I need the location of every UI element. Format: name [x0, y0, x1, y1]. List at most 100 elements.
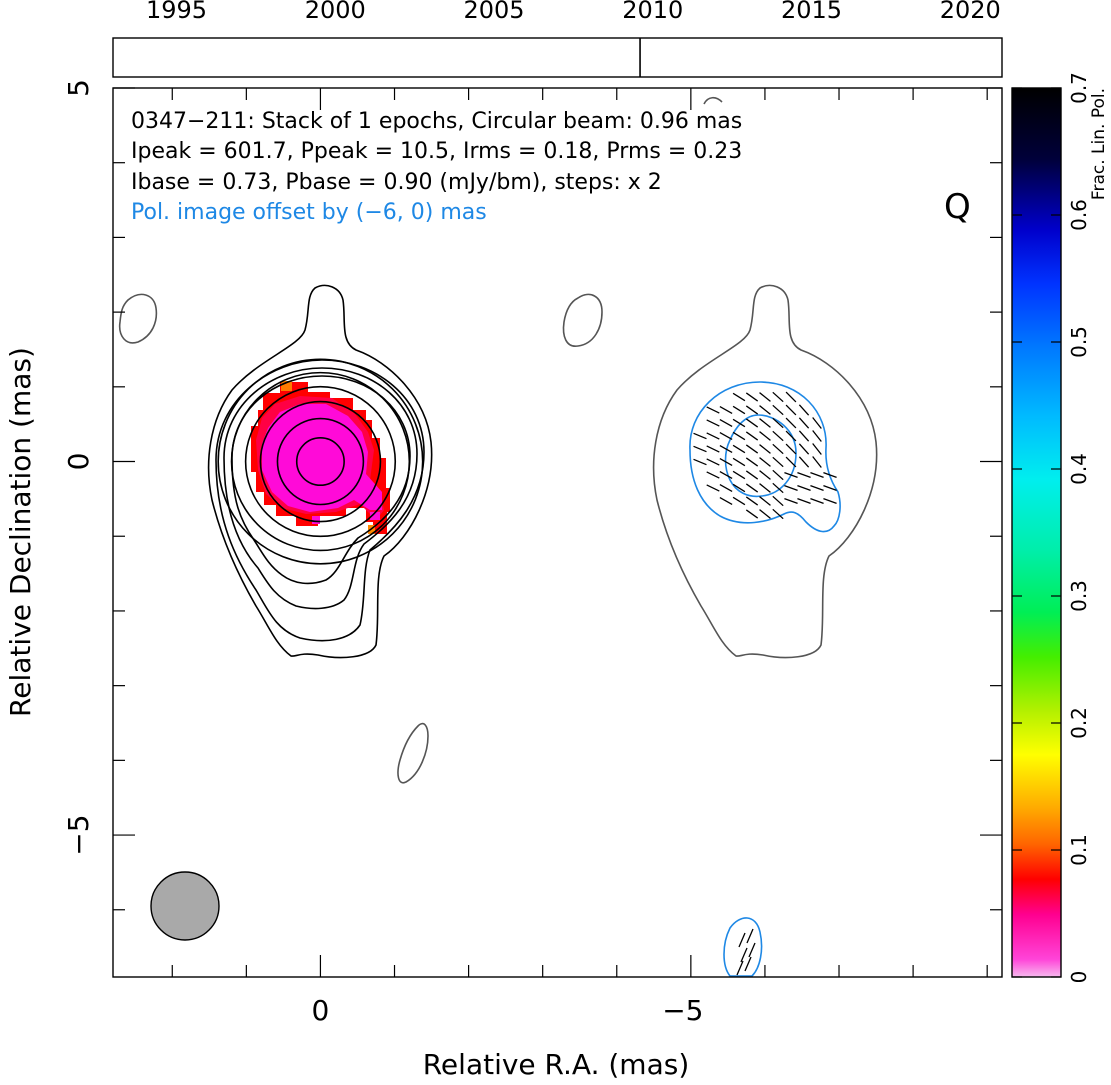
evpa-tick: [772, 404, 784, 416]
evpa-tick: [812, 417, 822, 429]
i-contour-ring-1: [295, 437, 345, 487]
evpa-tick: [785, 456, 797, 468]
evpa-tick: [745, 431, 759, 441]
evpa-tick: [797, 484, 811, 492]
evpa-tick: [759, 431, 771, 441]
evpa-tick: [798, 430, 810, 442]
i-component-northeast: [118, 293, 158, 344]
evpa-tick: [785, 443, 797, 455]
x-axis-label: Relative R.A. (mas): [423, 1048, 690, 1081]
colorbar-title: Frac. Lin. Pol.: [1089, 88, 1109, 200]
fpol-pixel-b: [370, 512, 380, 520]
i-contour-6: [231, 375, 411, 585]
evpa-tick: [759, 405, 771, 415]
fpol-orange-pixel: [281, 381, 292, 391]
evpa-tick: [719, 419, 733, 427]
evpa-tick: [706, 419, 720, 427]
y-tick-label: −5: [62, 814, 95, 855]
colorbar: 0 0.1 0.2 0.3 0.4 0.5 0.6 0.7 Frac. Lin. Pol.: [1011, 72, 1109, 984]
evpa-tick: [798, 456, 810, 468]
evpa-tick: [823, 471, 837, 479]
evpa-tick: [798, 404, 810, 416]
evpa-tick: [732, 431, 746, 441]
offset-i-contour: [652, 284, 878, 659]
evpa-tick: [759, 470, 771, 480]
evpa-tick: [812, 456, 822, 468]
evpa-tick: [785, 404, 797, 416]
evpa-tick: [772, 417, 784, 429]
evpa-tick: [810, 471, 824, 479]
evpa-tick: [785, 430, 797, 442]
fpol-pixel-c: [366, 486, 376, 494]
evpa-tick: [736, 960, 744, 976]
evpa-tick: [745, 405, 759, 415]
evpa-tick: [706, 406, 720, 414]
evpa-tick: [745, 483, 759, 493]
evpa-tick: [706, 471, 720, 479]
info-line-3: Ibase = 0.73, Pbase = 0.90 (mJy/bm), ste…: [131, 170, 662, 195]
i-contour-8: [215, 359, 425, 642]
evpa-tick: [784, 471, 798, 479]
evpa-tick: [732, 444, 746, 454]
colorbar-tick-label: 0.5: [1067, 326, 1091, 358]
evpa-tick: [745, 392, 759, 402]
evpa-tick: [759, 392, 771, 402]
epoch-axis: 1995 2000 2005 2010 2015 2020: [112, 0, 1003, 78]
y-tick-label: 0: [62, 453, 95, 471]
i-contour-ring-3: [259, 400, 382, 523]
evpa-tick: [745, 457, 759, 467]
evpa-tick: [719, 484, 733, 492]
plot-frame: [112, 87, 1003, 978]
evpa-tick: [745, 496, 759, 506]
fpol-pixel-a: [312, 516, 320, 524]
evpa-tick: [785, 391, 797, 403]
i-component-south: [397, 722, 429, 784]
epoch-tick-label: 2020: [940, 0, 1001, 24]
fpol-magenta-core: [262, 404, 382, 512]
evpa-tick: [772, 443, 784, 455]
evpa-tick: [797, 497, 811, 505]
evpa-tick: [823, 484, 837, 492]
i-contour-7: [223, 367, 418, 610]
band-label: Q: [944, 187, 971, 227]
i-component-top-edge: [703, 96, 723, 105]
evpa-tick: [732, 470, 746, 480]
colorbar-tick-label: 0.1: [1067, 834, 1091, 866]
evpa-tick: [784, 497, 798, 505]
epoch-tick-label: 2015: [781, 0, 842, 24]
x-tick-label: −5: [662, 994, 703, 1027]
colorbar-tick-label: 0: [1067, 971, 1091, 984]
evpa-tick: [732, 457, 746, 467]
colorbar-tick-label: 0.3: [1067, 580, 1091, 612]
evpa-tick: [719, 471, 733, 479]
x-tick-label: 0: [312, 994, 330, 1027]
polarized-intensity-contours: [689, 381, 841, 977]
evpa-tick: [772, 495, 784, 507]
evpa-tick: [732, 405, 746, 415]
epoch-tick-label: 1995: [146, 0, 207, 24]
evpa-tick: [759, 457, 771, 467]
evpa-tick: [759, 418, 771, 428]
evpa-tick: [719, 497, 733, 505]
epoch-tick-label: 2005: [463, 0, 524, 24]
evpa-tick: [810, 497, 824, 505]
y-tick-label: 5: [62, 79, 95, 97]
i-component-north: [562, 293, 603, 347]
evpa-tick: [693, 458, 707, 466]
evpa-tick: [785, 417, 797, 429]
evpa-tick: [759, 444, 771, 454]
evpa-tick: [706, 458, 720, 466]
i-contour-ring-2: [276, 417, 365, 506]
evpa-tick: [798, 417, 810, 429]
pol-offset-note: Pol. image offset by (−6, 0) mas: [131, 200, 487, 225]
i-contour-ring-4: [244, 385, 397, 538]
evpa-tick: [744, 956, 752, 972]
evpa-tick: [732, 496, 746, 506]
contour-map: 0 −5 5 0 −5 0347−211: Stack of 1 epochs, Cir…: [4, 79, 1003, 1081]
i-contour-outer: [207, 284, 433, 659]
evpa-tick: [812, 430, 822, 442]
evpa-tick: [772, 469, 784, 481]
epoch-tick-label: 2010: [622, 0, 683, 24]
evpa-tick: [740, 947, 748, 963]
